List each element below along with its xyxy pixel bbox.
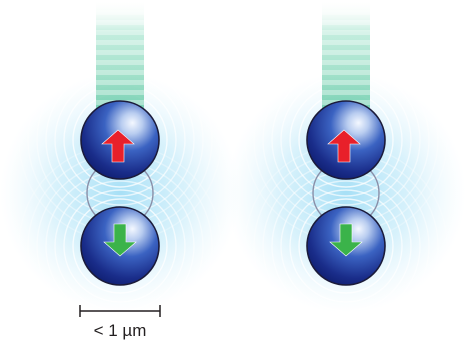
atom-pair bbox=[0, 0, 240, 313]
ripple-ring bbox=[72, 198, 168, 294]
ripple-ring bbox=[289, 189, 403, 303]
spin-up-arrow-icon bbox=[327, 129, 361, 163]
ripple-ring bbox=[298, 198, 394, 294]
scale-bar: < 1 µm bbox=[79, 305, 161, 340]
atom-pair bbox=[226, 0, 466, 348]
glow-halo bbox=[226, 73, 466, 313]
glow-halo bbox=[0, 73, 240, 313]
ripple-ring bbox=[280, 180, 412, 312]
spin-down-arrow-icon bbox=[329, 223, 363, 257]
spin-down-arrow-icon bbox=[103, 223, 137, 257]
scale-bar-label: < 1 µm bbox=[94, 321, 147, 340]
ripple-ring bbox=[63, 189, 177, 303]
spin-up-arrow-icon bbox=[101, 129, 135, 163]
